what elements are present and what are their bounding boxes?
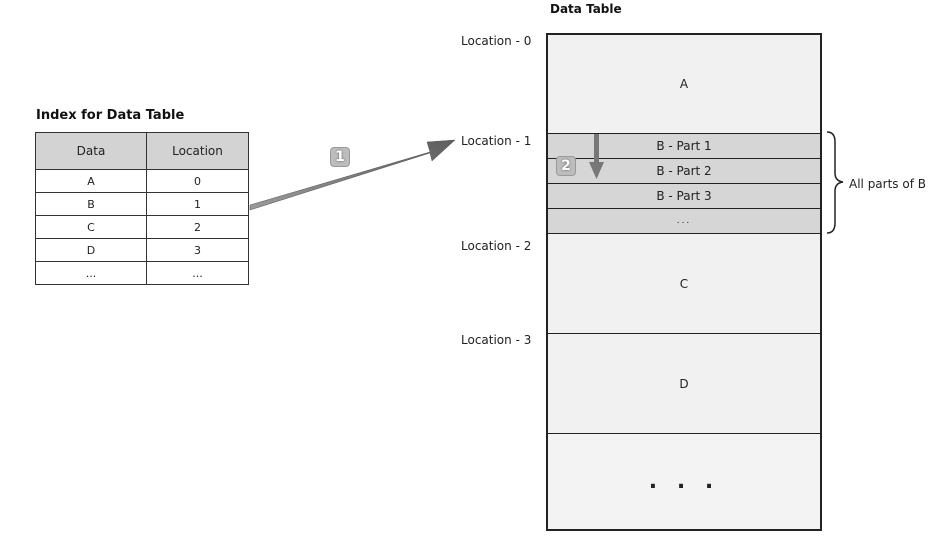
index-cell-data: D	[35, 238, 147, 262]
index-row: A 0	[35, 169, 249, 193]
index-table: Data Location A 0 B 1 C 2 D 3 ... ...	[35, 132, 249, 285]
brace-label: All parts of B	[849, 177, 926, 191]
location-label-0: Location - 0	[461, 34, 532, 48]
scan-arrow-icon	[589, 134, 604, 179]
step-1-badge: 1	[330, 147, 350, 167]
index-row: D 3	[35, 238, 249, 262]
data-table: A B - Part 1 B - Part 2 B - Part 3 ... C…	[546, 33, 822, 531]
segment-c: C	[548, 234, 820, 334]
data-table-title: Data Table	[550, 2, 622, 16]
location-label-1: Location - 1	[461, 134, 532, 148]
index-cell-location: 3	[146, 238, 249, 262]
segment-a: A	[548, 35, 820, 134]
index-header-location: Location	[146, 132, 249, 170]
segment-b-part-1: B - Part 1	[548, 134, 820, 159]
segment-end-dots: . . .	[648, 469, 720, 494]
index-header-row: Data Location	[35, 132, 249, 170]
brace-icon	[826, 131, 844, 234]
step-2-badge: 2	[556, 156, 576, 176]
segment-b-more: ...	[548, 209, 820, 234]
location-label-3: Location - 3	[461, 333, 532, 347]
segment-b-part-3: B - Part 3	[548, 184, 820, 209]
index-cell-data: ...	[35, 261, 147, 285]
index-cell-location: 0	[146, 169, 249, 193]
index-cell-data: B	[35, 192, 147, 216]
index-cell-location: 2	[146, 215, 249, 239]
index-title: Index for Data Table	[36, 108, 185, 123]
segment-d: D	[548, 334, 820, 434]
index-row: B 1	[35, 192, 249, 216]
index-row: ... ...	[35, 261, 249, 285]
index-row: C 2	[35, 215, 249, 239]
index-cell-location: 1	[146, 192, 249, 216]
segment-end: . . .	[548, 434, 820, 529]
index-cell-location: ...	[146, 261, 249, 285]
location-label-2: Location - 2	[461, 239, 532, 253]
